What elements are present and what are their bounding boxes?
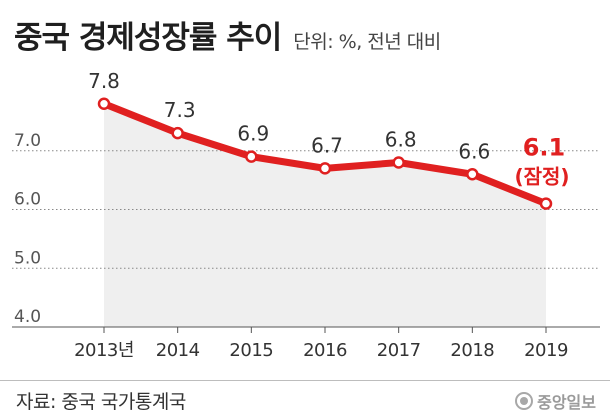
x-tick-label: 2018 [450,340,494,361]
data-label: 6.9 [237,122,269,146]
area-fill [104,103,546,327]
y-tick-label: 4.0 [14,307,41,327]
logo-icon [515,392,534,410]
data-point [392,156,405,169]
logo-text: 중앙일보 [537,393,596,412]
data-point [539,197,553,210]
data-label: 6.8 [385,128,417,152]
line-chart: 4.0 5.0 6.0 7.0 2013년 2014 2015 2016 2017 2018 20… [12,69,600,361]
x-tick-label: 2017 [377,340,421,361]
x-tick-label: 2019 [524,340,568,361]
publisher-logo: 중앙일보 [515,389,596,413]
data-label: 7.3 [164,98,196,122]
provisional-note: (잠정) [514,165,569,189]
data-label: 7.8 [88,69,120,93]
chart-title: 중국 경제성장률 추이 [14,20,282,56]
y-tick-label: 5.0 [14,248,41,268]
y-tick-label: 7.0 [14,131,41,151]
data-label: 6.6 [458,139,490,163]
x-tick-label: 2014 [156,340,200,361]
x-tick-label: 2015 [229,340,273,361]
data-point [318,162,332,175]
data-point [245,150,258,163]
data-label: 6.7 [311,133,343,157]
data-point [171,126,184,140]
data-label-highlight: 6.1 [523,134,566,162]
title-row: 중국 경제성장률 추이 단위: %, 전년 대비 [14,12,441,57]
y-tick-label: 6.0 [14,190,41,210]
data-point [97,97,111,110]
unit-note: 단위: %, 전년 대비 [293,31,441,53]
x-tick-label: 2013년 [74,340,134,361]
data-point [466,168,479,181]
source-note: 자료: 중국 국가통계국 [16,391,186,413]
footer: 자료: 중국 국가통계국 중앙일보 [0,380,610,418]
x-tick-label: 2016 [303,340,347,361]
